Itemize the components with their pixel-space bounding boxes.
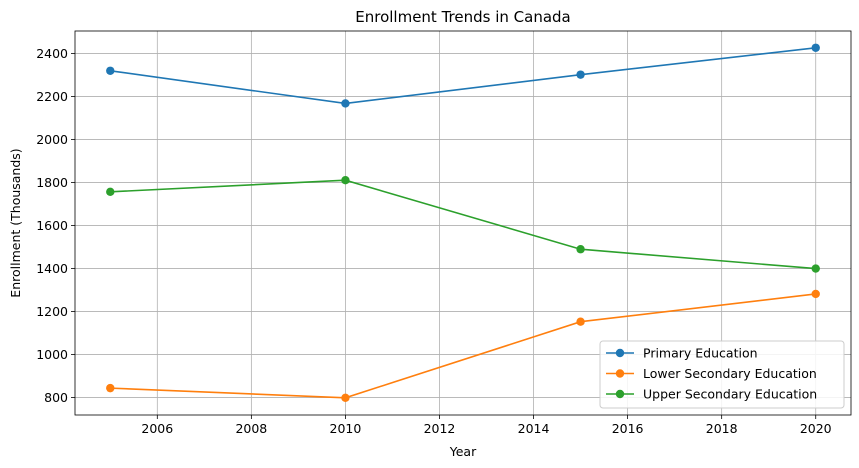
- series-line: [110, 293, 816, 399]
- data-point: [811, 43, 820, 52]
- x-axis: 2006 2008 2010 2012 2014 2016 2018 2020: [141, 415, 832, 436]
- series-line: [110, 179, 816, 270]
- data-point: [106, 383, 115, 393]
- legend-marker: [615, 369, 625, 378]
- series-line: [110, 46, 816, 105]
- x-tick-label: 2010: [330, 421, 362, 436]
- data-point: [811, 289, 820, 299]
- legend-marker: [615, 348, 625, 358]
- legend-marker: [615, 389, 625, 399]
- x-tick-label: 2008: [235, 421, 267, 436]
- data-point: [811, 264, 820, 273]
- legend-box: [599, 340, 845, 409]
- y-tick-label: 1000: [36, 347, 68, 362]
- data-point: [341, 176, 350, 185]
- y-axis-title: Enrollment (Thousands): [8, 148, 23, 297]
- y-tick-label: 1200: [36, 304, 68, 319]
- legend-label: Upper Secondary Education: [643, 387, 817, 402]
- x-axis-title: Year: [449, 444, 477, 459]
- x-tick-label: 2006: [141, 421, 173, 436]
- data-point: [106, 66, 115, 75]
- y-tick-label: 2200: [36, 89, 68, 104]
- x-tick-label: 2016: [612, 421, 644, 436]
- plot-frame: [74, 30, 852, 416]
- data-point: [341, 99, 350, 108]
- legend-label: Lower Secondary Education: [643, 366, 817, 381]
- y-tick-label: 1600: [36, 218, 68, 233]
- y-tick-label: 2400: [36, 46, 68, 61]
- x-tick-label: 2014: [518, 421, 550, 436]
- legend-label: Primary Education: [643, 346, 758, 361]
- x-tick-label: 2012: [424, 421, 456, 436]
- data-point: [576, 317, 585, 326]
- data-point: [341, 393, 350, 402]
- data-point: [576, 245, 585, 254]
- data-point: [106, 187, 115, 197]
- y-tick-label: 800: [44, 390, 68, 405]
- series-layer: [106, 43, 820, 402]
- y-axis: 800 1000 1200 1400 1600 1800 2000 2200 2400: [36, 46, 75, 405]
- y-tick-label: 1400: [36, 261, 68, 276]
- x-tick-label: 2020: [800, 421, 832, 436]
- y-tick-label: 2000: [36, 132, 68, 147]
- data-point: [576, 70, 585, 79]
- y-tick-label: 1800: [36, 175, 68, 190]
- chart-title: Enrollment Trends in Canada: [355, 8, 571, 26]
- x-tick-label: 2018: [706, 421, 738, 436]
- legend: Primary Education Lower Secondary Educati…: [599, 340, 845, 409]
